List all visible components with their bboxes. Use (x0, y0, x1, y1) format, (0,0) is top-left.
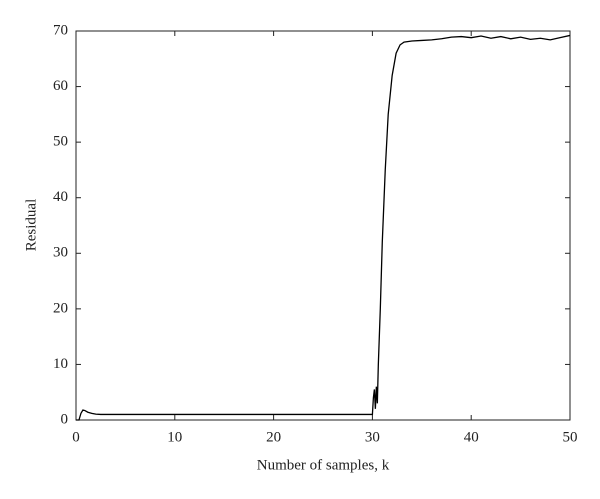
y-tick-label: 20 (53, 300, 68, 316)
y-tick-label: 70 (53, 22, 68, 38)
y-tick-label: 10 (53, 356, 68, 372)
x-tick-label: 10 (167, 429, 182, 445)
y-tick-label: 50 (53, 134, 68, 150)
y-tick-label: 30 (53, 245, 68, 261)
y-axis-label: Residual (23, 199, 39, 252)
x-tick-label: 50 (563, 429, 578, 445)
y-tick-label: 40 (53, 189, 68, 205)
x-tick-label: 0 (72, 429, 80, 445)
y-tick-label: 0 (61, 411, 69, 427)
x-axis-label: Number of samples, k (257, 457, 390, 473)
x-tick-label: 40 (464, 429, 479, 445)
data-line (76, 34, 571, 421)
x-tick-label: 30 (365, 429, 380, 445)
x-tick-label: 20 (266, 429, 281, 445)
y-tick-label: 60 (53, 78, 68, 94)
plot-frame (75, 30, 571, 421)
